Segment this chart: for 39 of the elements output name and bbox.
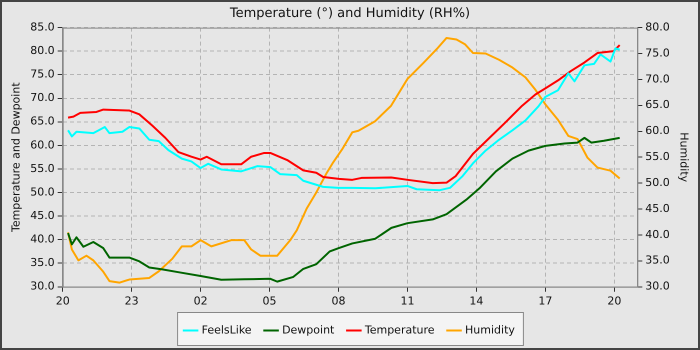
y-axis-title: Temperature and Dewpoint <box>9 82 22 234</box>
y-tick-label: 55.0 <box>30 162 55 175</box>
y2-tick-label: 55.0 <box>645 150 670 164</box>
y2-tick-label: 35.0 <box>645 254 670 267</box>
x-tick-label: 17 <box>538 294 552 308</box>
x-tick-label: 05 <box>262 294 277 308</box>
y-tick-label: 65.0 <box>30 114 55 128</box>
y2-tick-label: 50.0 <box>645 176 670 189</box>
y2-tick-label: 60.0 <box>645 124 670 138</box>
y2-tick-label: 40.0 <box>645 228 670 241</box>
legend-label: Temperature <box>364 323 435 336</box>
y-tick-label: 70.0 <box>30 91 55 104</box>
legend-label: Humidity <box>465 323 516 336</box>
y2-tick-label: 80.0 <box>645 20 670 34</box>
chart-title: Temperature (°) and Humidity (RH%) <box>228 6 470 22</box>
y-tick-label: 75.0 <box>30 68 55 81</box>
y2-axis-title: Humidity <box>678 132 691 183</box>
y-tick-label: 85.0 <box>30 20 55 34</box>
x-tick-label: 11 <box>400 294 414 308</box>
y2-tick-label: 30.0 <box>645 280 670 293</box>
y2-tick-label: 75.0 <box>645 46 670 60</box>
y-tick-label: 35.0 <box>30 256 55 270</box>
y-tick-label: 40.0 <box>30 232 55 246</box>
x-tick-label: 23 <box>124 294 139 308</box>
y-tick-label: 45.0 <box>30 208 55 222</box>
y-tick-label: 80.0 <box>30 44 55 58</box>
y-tick-label: 50.0 <box>30 185 55 198</box>
legend-label: Dewpoint <box>282 323 336 336</box>
y2-tick-label: 65.0 <box>645 98 670 112</box>
x-tick-label: 20 <box>56 294 70 308</box>
x-tick-label: 02 <box>194 294 208 308</box>
x-tick-label: 20 <box>607 294 622 308</box>
x-tick-label: 08 <box>332 294 346 308</box>
y-tick-label: 60.0 <box>30 138 55 152</box>
y2-tick-label: 45.0 <box>645 202 670 215</box>
x-tick-label: 14 <box>469 294 484 308</box>
legend-label: FeelsLike <box>202 323 252 336</box>
y2-tick-label: 70.0 <box>645 72 670 86</box>
y-tick-label: 30.0 <box>30 280 55 293</box>
